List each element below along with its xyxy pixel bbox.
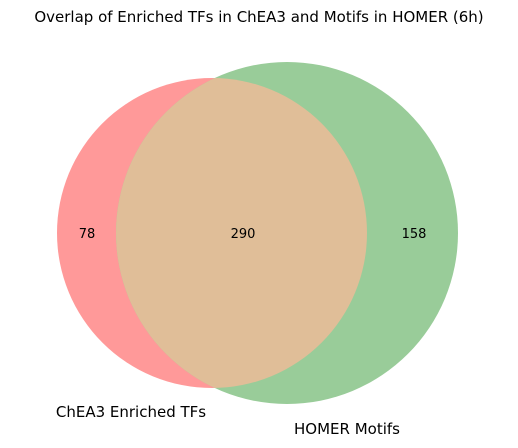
region-overlap-count: 290	[231, 227, 256, 242]
set-b-label: HOMER Motifs	[294, 420, 400, 438]
overlap-region	[116, 78, 367, 388]
diagram-title: Overlap of Enriched TFs in ChEA3 and Mot…	[34, 8, 483, 26]
region-a-only-count: 78	[79, 227, 96, 242]
region-b-only-count: 158	[402, 227, 427, 242]
set-a-label: ChEA3 Enriched TFs	[56, 403, 206, 421]
